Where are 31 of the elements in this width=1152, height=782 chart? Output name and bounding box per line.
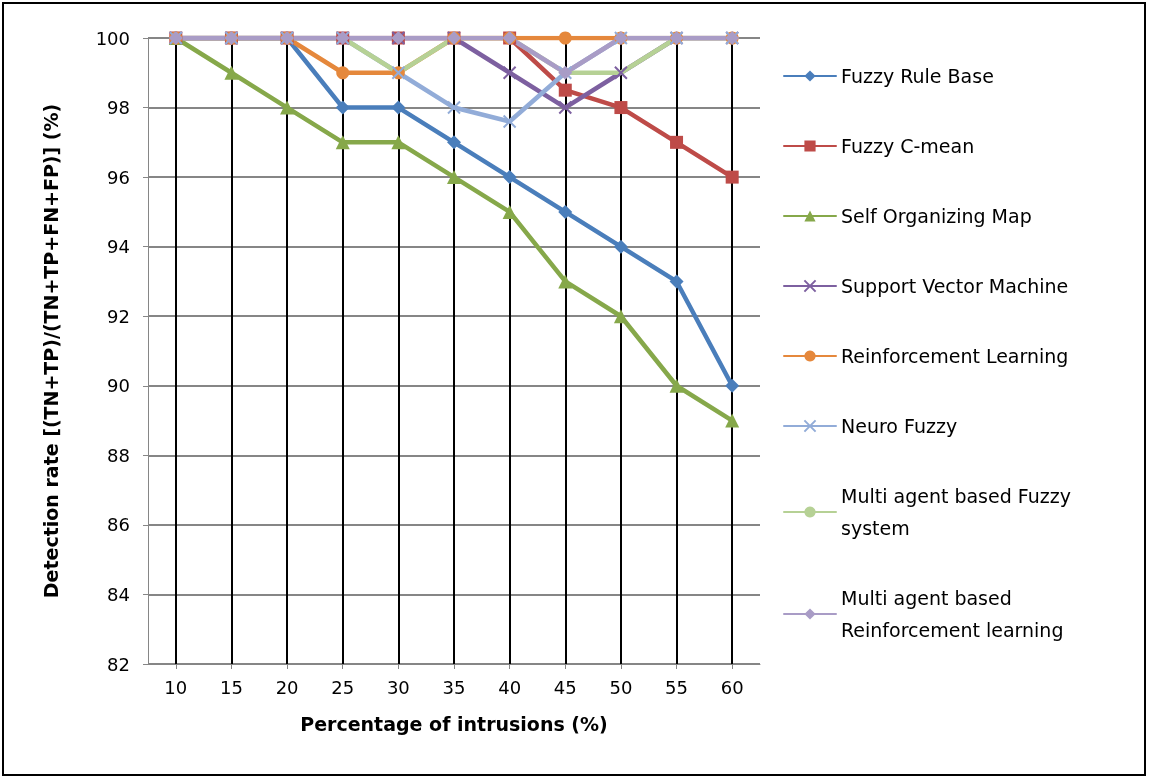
y-tick-label: 98 — [107, 97, 130, 119]
legend-label: Reinforcement Learning — [841, 345, 1069, 367]
x-tick-label: 15 — [220, 676, 243, 698]
x-tick-label: 40 — [498, 676, 522, 698]
legend-label: Fuzzy C-mean — [841, 135, 975, 157]
y-tick-label: 92 — [107, 305, 130, 327]
x-axis-title: Percentage of intrusions (%) — [300, 712, 608, 735]
y-tick-label: 90 — [107, 375, 130, 397]
x-tick-label: 45 — [553, 676, 577, 698]
y-tick-label: 82 — [107, 653, 130, 675]
x-tick-label: 20 — [275, 676, 299, 698]
legend-label: Support Vector Machine — [841, 275, 1069, 297]
x-tick-label: 60 — [720, 676, 744, 698]
y-tick-label: 100 — [95, 27, 130, 49]
legend-label: Fuzzy Rule Base — [841, 65, 994, 87]
legend-label: Self Organizing Map — [841, 205, 1032, 227]
x-tick-label: 10 — [164, 676, 188, 698]
y-tick-label: 96 — [107, 166, 130, 188]
x-tick-label: 55 — [665, 676, 688, 698]
legend-label: Multi agent based Reinforcement learning — [841, 587, 1064, 641]
y-tick-label: 94 — [107, 236, 130, 258]
y-tick-label: 88 — [107, 444, 130, 466]
x-tick-label: 25 — [331, 676, 355, 698]
x-tick-label: 30 — [386, 676, 410, 698]
x-tick-label: 50 — [609, 676, 633, 698]
y-tick-label: 86 — [107, 514, 130, 536]
legend-label: Multi agent based Fuzzy system — [841, 485, 1077, 539]
legend-label: Neuro Fuzzy — [841, 415, 958, 437]
y-axis-title: Detection rate [(TN+TP)/(TN+TP+FN+FP)] (%) — [39, 103, 62, 599]
y-tick-label: 84 — [107, 583, 130, 605]
x-tick-label: 35 — [442, 676, 466, 698]
